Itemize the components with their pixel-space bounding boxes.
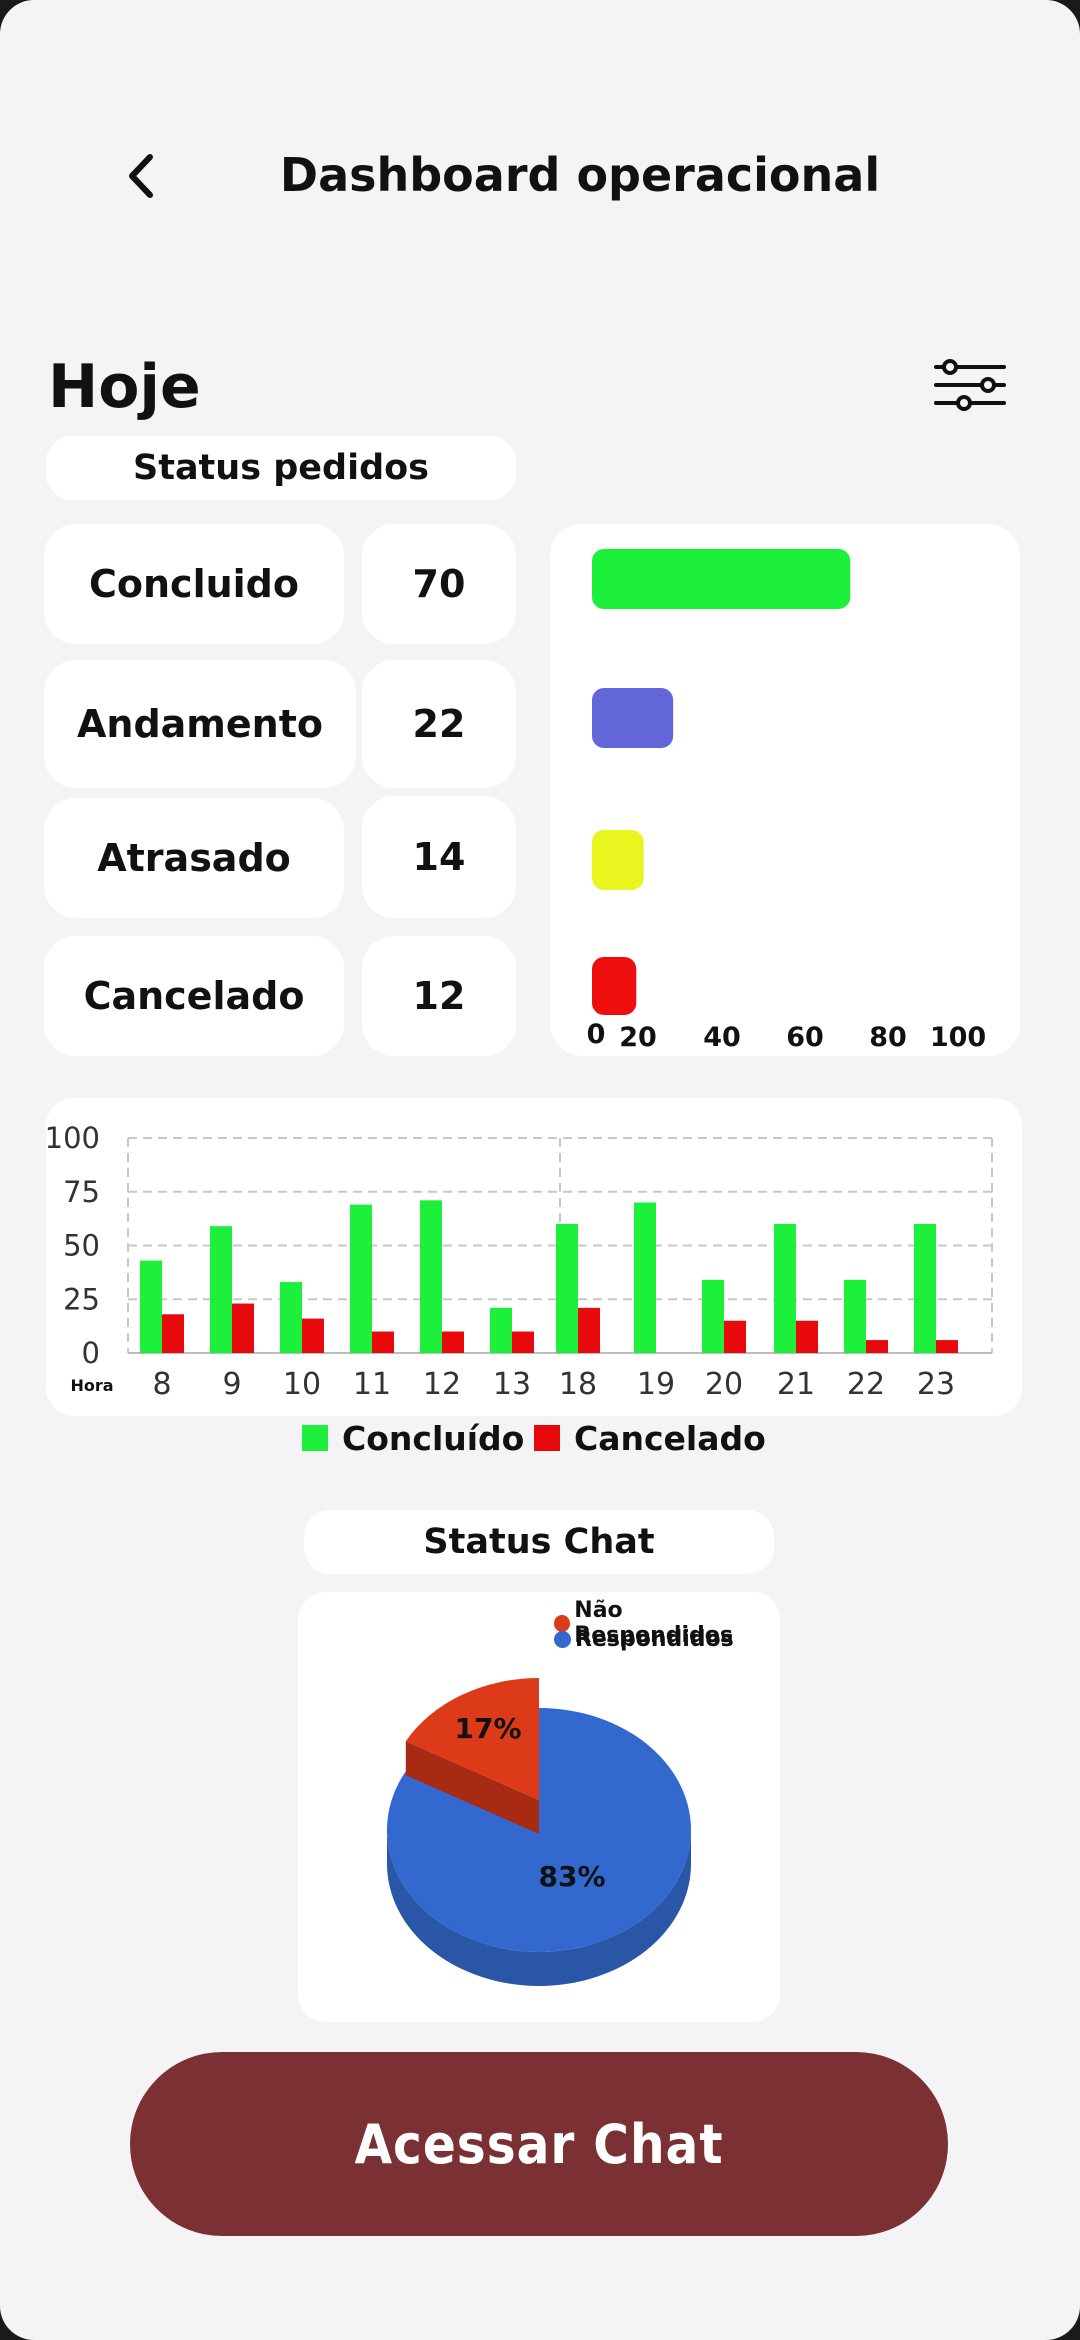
legend-label: Respondidos	[575, 1627, 734, 1652]
chat-pie-card: Não Respondidos Respondidos 17% 83%	[298, 1592, 780, 2022]
legend-swatch	[534, 1425, 560, 1451]
bar-concluido-22	[844, 1279, 866, 1353]
legend-item-concluido: Concluído	[302, 1418, 524, 1458]
x-tick-label: 80	[869, 1022, 907, 1053]
bar-concluido-9	[210, 1226, 232, 1353]
y-tick-label: 25	[63, 1282, 100, 1316]
x-tick-label: 20	[705, 1367, 743, 1402]
status-bar-cancelado	[592, 957, 637, 1015]
bar-concluido-10	[280, 1282, 302, 1353]
hourly-bar-chart: 0 25 50 75 100 8 9 10 11 12 13 18 19 20 21 22 23 Hora	[45, 1121, 993, 1402]
sliders-icon	[934, 359, 1006, 411]
status-bar-andamento	[592, 688, 674, 748]
x-tick-label: 18	[559, 1367, 597, 1402]
bar-cancelado-8	[162, 1314, 184, 1353]
legend-item-cancelado: Cancelado	[534, 1418, 766, 1458]
x-tick-label: 100	[930, 1022, 986, 1053]
status-label-atrasado: Atrasado	[44, 798, 344, 918]
pie-label-nao-respondidos: 17%	[454, 1712, 521, 1745]
status-label-andamento: Andamento	[44, 660, 356, 788]
x-tick-label: 10	[283, 1367, 321, 1402]
status-bar-atrasado	[592, 830, 644, 890]
back-button[interactable]	[100, 140, 180, 212]
bar-concluido-11	[350, 1204, 372, 1353]
bar-cancelado-12	[442, 1331, 464, 1353]
bar-cancelado-23	[936, 1340, 958, 1353]
acessar-chat-button[interactable]: Acessar Chat	[130, 2052, 948, 2236]
bar-cancelado-22	[866, 1340, 888, 1353]
legend-label: Não Respondidos	[574, 1598, 734, 1648]
status-pedidos-title: Status pedidos	[46, 436, 516, 500]
x-tick-label: 20	[619, 1022, 657, 1053]
x-tick-label: 22	[847, 1367, 885, 1402]
chat-pie-chart: 17% 83%	[387, 1678, 691, 1986]
legend-label: Cancelado	[574, 1418, 766, 1458]
bar-cancelado-13	[512, 1331, 534, 1353]
x-axis-label: Hora	[70, 1376, 113, 1395]
x-tick-label: 0	[587, 1019, 606, 1050]
bar-concluido-8	[140, 1260, 162, 1353]
status-bar-chart: 0 20 40 60 80 100	[587, 549, 986, 1053]
y-tick-label: 100	[46, 1121, 100, 1155]
x-tick-label: 13	[493, 1367, 531, 1402]
status-value-cancelado: 12	[362, 936, 516, 1056]
bar-concluido-21	[774, 1224, 796, 1353]
bar-cancelado-9	[232, 1303, 254, 1353]
chevron-left-icon	[129, 154, 153, 198]
y-tick-label: 50	[63, 1229, 100, 1263]
pie-label-respondidos: 83%	[538, 1860, 605, 1893]
x-tick-label: 40	[703, 1022, 741, 1053]
legend-swatch	[302, 1425, 328, 1451]
pie-legend-item-respondidos: Respondidos	[554, 1627, 734, 1652]
hourly-chart-card: 0 25 50 75 100 8 9 10 11 12 13 18 19 20 21 22 23 Hora	[45, 1098, 1022, 1416]
bar-concluido-23	[914, 1224, 936, 1353]
status-label-concluido: Concluido	[44, 524, 344, 644]
y-tick-label: 0	[82, 1336, 100, 1370]
section-title: Hoje	[48, 352, 201, 422]
pie-slice-side-nao-respondidos	[405, 1741, 539, 1834]
status-value-andamento: 22	[362, 660, 516, 788]
pie-legend-item-nao-respondidos: Não Respondidos	[554, 1598, 780, 1648]
x-tick-label: 8	[152, 1367, 171, 1402]
x-tick-label: 60	[786, 1022, 824, 1053]
status-value-atrasado: 14	[362, 796, 516, 918]
x-tick-label: 21	[777, 1367, 815, 1402]
status-bar-concluido	[592, 549, 851, 609]
bar-concluido-19	[634, 1202, 656, 1353]
legend-dot	[554, 1614, 571, 1632]
y-tick-label: 75	[63, 1175, 100, 1209]
x-tick-label: 19	[637, 1367, 675, 1402]
x-tick-label: 11	[353, 1367, 391, 1402]
bar-concluido-20	[702, 1279, 724, 1353]
filter-button[interactable]	[930, 355, 1010, 415]
bar-concluido-18	[556, 1224, 578, 1353]
bar-cancelado-10	[302, 1318, 324, 1353]
status-bar-chart-card: 0 20 40 60 80 100	[550, 524, 1020, 1056]
legend-label: Concluído	[342, 1418, 525, 1458]
x-tick-label: 9	[222, 1367, 241, 1402]
status-value-concluido: 70	[362, 524, 516, 644]
status-label-cancelado: Cancelado	[44, 936, 344, 1056]
bar-cancelado-20	[724, 1320, 746, 1353]
page-title: Dashboard operacional	[279, 148, 881, 202]
pie-slice-nao-respondidos	[405, 1678, 539, 1800]
bar-concluido-13	[490, 1307, 512, 1353]
bar-cancelado-11	[372, 1331, 394, 1353]
bar-concluido-12	[420, 1200, 442, 1353]
status-chat-title: Status Chat	[304, 1510, 774, 1574]
bar-cancelado-21	[796, 1320, 818, 1353]
legend-dot	[554, 1631, 571, 1648]
pie-slice-side-respondidos	[387, 1830, 691, 1986]
x-tick-label: 12	[423, 1367, 461, 1402]
x-tick-label: 23	[917, 1367, 955, 1402]
bar-cancelado-18	[578, 1307, 600, 1353]
